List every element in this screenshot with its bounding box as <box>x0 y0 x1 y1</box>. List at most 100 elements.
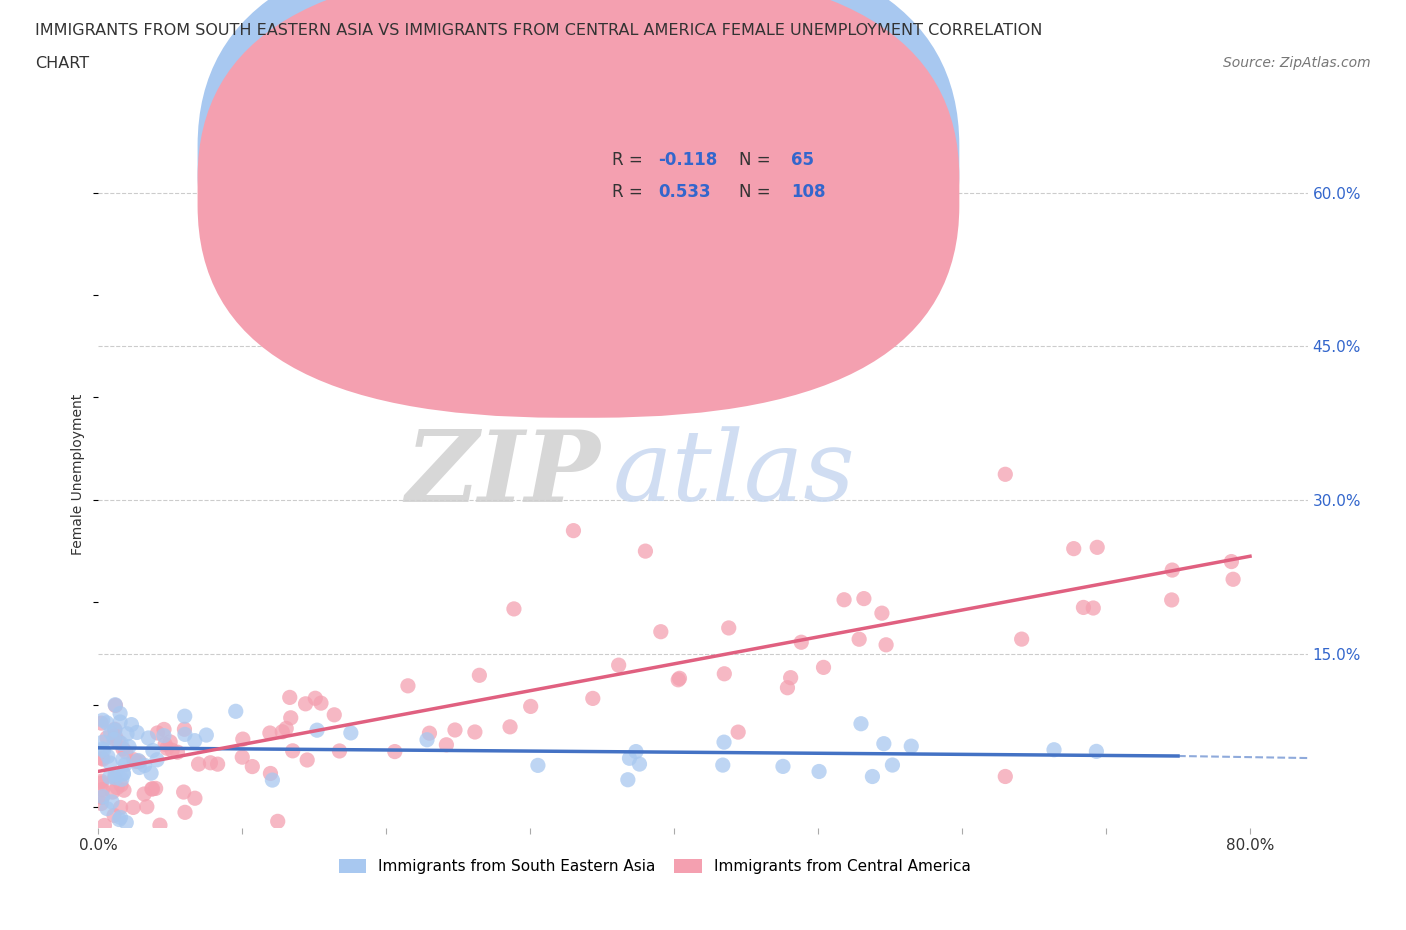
Point <box>231 750 253 764</box>
Text: 0.533: 0.533 <box>658 182 711 201</box>
FancyBboxPatch shape <box>198 0 959 418</box>
Point <box>108 812 131 827</box>
Point <box>90 796 112 811</box>
Point <box>305 723 328 737</box>
Text: R =: R = <box>613 151 648 168</box>
Point <box>104 770 127 785</box>
Point <box>875 637 897 652</box>
Point <box>93 818 115 833</box>
Point <box>464 724 486 739</box>
Point <box>852 591 875 606</box>
Point <box>849 716 872 731</box>
Point <box>90 842 112 857</box>
Point <box>108 706 131 721</box>
Point <box>135 799 157 814</box>
Point <box>90 751 112 765</box>
Legend: Immigrants from South Eastern Asia, Immigrants from Central America: Immigrants from South Eastern Asia, Immi… <box>332 853 977 880</box>
Point <box>141 781 163 796</box>
Text: N =: N = <box>740 151 776 168</box>
Point <box>110 736 132 751</box>
Point <box>91 712 114 727</box>
Point <box>650 624 672 639</box>
Text: R =: R = <box>613 182 648 201</box>
Point <box>153 737 176 751</box>
Point <box>668 671 690 685</box>
Point <box>294 697 316 711</box>
Point <box>1160 592 1182 607</box>
Point <box>666 672 689 687</box>
Point <box>259 725 281 740</box>
Point <box>1043 742 1066 757</box>
Point <box>468 668 491 683</box>
Point <box>1083 601 1105 616</box>
Point <box>141 781 163 796</box>
Point <box>103 732 125 747</box>
Point <box>1085 744 1108 759</box>
Point <box>1161 563 1184 578</box>
Point <box>184 733 207 748</box>
Point <box>173 785 195 800</box>
Point <box>174 727 197 742</box>
Point <box>713 666 735 681</box>
Point <box>146 752 169 767</box>
Point <box>104 723 127 737</box>
Point <box>1073 600 1095 615</box>
Point <box>101 794 124 809</box>
Point <box>503 602 526 617</box>
Point <box>200 755 222 770</box>
Point <box>1220 554 1243 569</box>
Point <box>994 769 1017 784</box>
Point <box>281 743 304 758</box>
Point <box>156 741 179 756</box>
Point <box>111 772 134 787</box>
Point <box>134 787 156 802</box>
Point <box>122 752 145 767</box>
Point <box>404 236 426 251</box>
Point <box>166 745 188 760</box>
Point <box>104 722 127 737</box>
Point <box>125 754 148 769</box>
Point <box>96 715 118 730</box>
Point <box>617 772 640 787</box>
Point <box>90 774 112 789</box>
Point <box>634 544 657 559</box>
Text: IMMIGRANTS FROM SOUTH EASTERN ASIA VS IMMIGRANTS FROM CENTRAL AMERICA FEMALE UNE: IMMIGRANTS FROM SOUTH EASTERN ASIA VS IM… <box>35 23 1042 38</box>
Point <box>98 770 121 785</box>
Point <box>832 592 855 607</box>
Point <box>232 732 254 747</box>
Point <box>870 605 893 620</box>
Point <box>127 753 149 768</box>
Point <box>90 716 112 731</box>
Point <box>110 810 132 825</box>
Point <box>98 755 121 770</box>
Text: -0.118: -0.118 <box>658 151 717 168</box>
Point <box>711 758 734 773</box>
Point <box>115 815 138 830</box>
Point <box>396 678 419 693</box>
Y-axis label: Female Unemployment: Female Unemployment <box>72 393 86 555</box>
Point <box>416 732 439 747</box>
Point <box>790 635 813 650</box>
Point <box>118 739 141 754</box>
Point <box>105 780 128 795</box>
Point <box>384 744 406 759</box>
Point <box>112 766 135 781</box>
Point <box>434 737 457 752</box>
Point <box>813 660 835 675</box>
Point <box>280 711 302 725</box>
Point <box>994 467 1017 482</box>
Point <box>873 737 896 751</box>
Point <box>90 776 112 790</box>
Point <box>110 777 132 792</box>
FancyBboxPatch shape <box>198 0 959 386</box>
Point <box>174 804 197 819</box>
Point <box>97 749 120 764</box>
Point <box>328 743 350 758</box>
Point <box>128 760 150 775</box>
Point <box>323 708 346 723</box>
Point <box>271 724 294 739</box>
Point <box>240 759 263 774</box>
Point <box>112 783 135 798</box>
Point <box>108 735 131 750</box>
Point <box>103 732 125 747</box>
